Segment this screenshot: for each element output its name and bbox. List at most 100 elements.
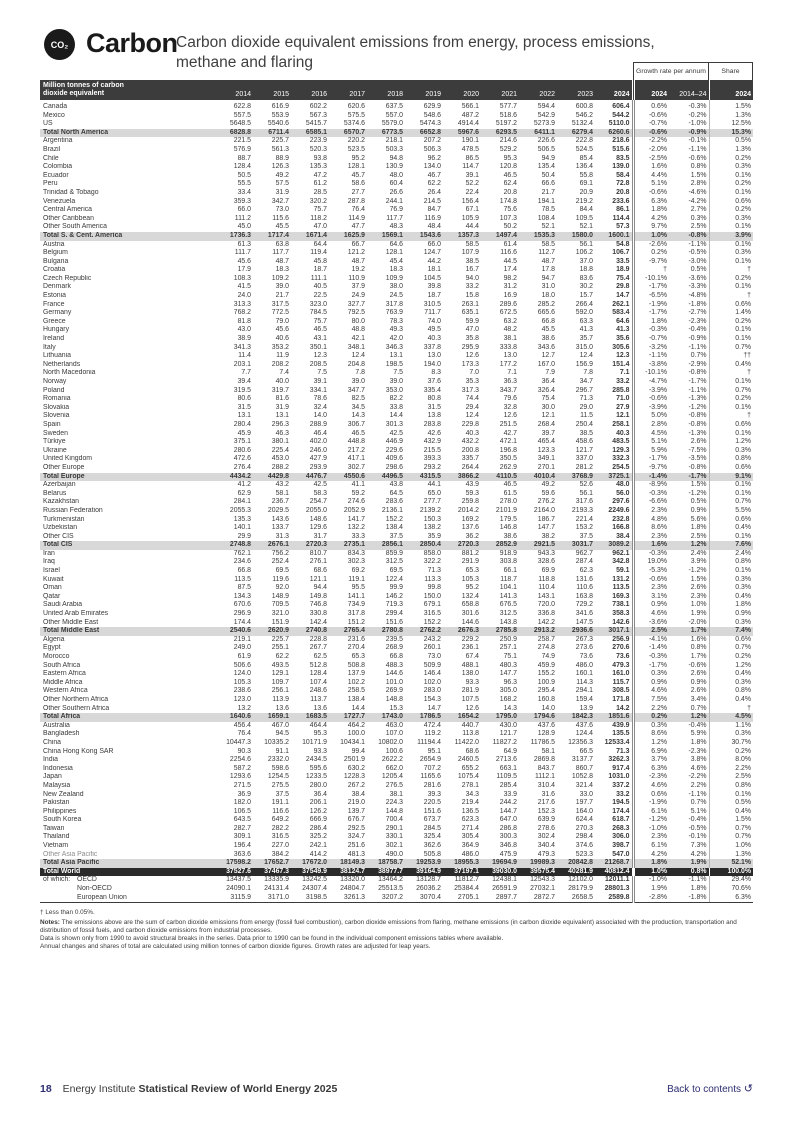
table-cell: 101.0 bbox=[385, 678, 403, 686]
table-cell: 12.5% bbox=[708, 120, 753, 129]
table-cell: 312.5 bbox=[499, 610, 517, 618]
col-header-year-2022: 2022 bbox=[519, 80, 557, 100]
table-cell: 43.0 bbox=[237, 326, 251, 334]
table-cell: 0.9% bbox=[631, 601, 669, 611]
table-cell: -3.5% bbox=[688, 455, 707, 463]
table-cell: 90.3 bbox=[237, 747, 251, 755]
notes-body: The emissions above are the sum of carbo… bbox=[40, 919, 737, 934]
table-cell: 398.7 bbox=[612, 842, 630, 850]
table-cell: † bbox=[708, 369, 753, 378]
table-cell: 69.2 bbox=[351, 567, 365, 575]
table-cell: 0.2% bbox=[631, 249, 669, 258]
table-cell: 64.9 bbox=[503, 747, 517, 755]
table-cell: 6570.7 bbox=[329, 128, 367, 138]
table-cell: 0.1% bbox=[708, 171, 753, 181]
table-cell: 136.4 bbox=[575, 163, 593, 171]
table-cell: 168.2 bbox=[499, 695, 517, 703]
table-row: Other Middle East 174.4 151.9 142.4 151.2 151… bbox=[40, 618, 753, 628]
table-cell: 290.1 bbox=[385, 824, 403, 832]
table-cell: 643.5 bbox=[233, 816, 251, 824]
table-cell: 106.5 bbox=[233, 807, 251, 815]
table-cell: 12.7 bbox=[541, 352, 555, 360]
table-cell: 1.3% bbox=[708, 111, 753, 121]
table-cell: 337.2 bbox=[612, 781, 630, 789]
table-cell: 2249.6 bbox=[608, 506, 630, 514]
table-cell: 58.3 bbox=[313, 489, 327, 497]
row-label-text: Belgium bbox=[43, 249, 68, 257]
table-cell: 41.2 bbox=[237, 481, 251, 489]
table-cell: 69.5 bbox=[389, 567, 403, 575]
table-cell: -4.6% bbox=[688, 188, 707, 196]
table-cell: 136.5 bbox=[461, 807, 479, 815]
table-cell: 2.3% bbox=[690, 592, 707, 600]
row-label: Estonia bbox=[40, 292, 215, 301]
table-cell: 207.2 bbox=[423, 137, 441, 145]
table-cell: 110.6 bbox=[576, 584, 593, 592]
table-cell: 358.3 bbox=[612, 610, 630, 618]
table-cell: 0.7% bbox=[690, 704, 707, 712]
table-cell: 45.6 bbox=[237, 257, 251, 265]
table-cell: 32.8 bbox=[503, 403, 517, 411]
row-label: Hungary bbox=[40, 326, 215, 335]
row-label-text: South Africa bbox=[43, 661, 81, 669]
table-cell: 250.9 bbox=[499, 635, 517, 643]
table-cell: -2.0% bbox=[631, 145, 669, 155]
table-cell: 463.0 bbox=[385, 721, 403, 729]
table-cell: 843.7 bbox=[537, 764, 555, 772]
table-cell: 4.6% bbox=[690, 764, 707, 772]
row-label-text: Indonesia bbox=[43, 764, 73, 772]
table-cell: 60.4 bbox=[389, 180, 403, 188]
table-cell: 2193.3 bbox=[571, 506, 593, 514]
table-cell: 10434.1 bbox=[340, 738, 365, 746]
table-cell: 225.7 bbox=[271, 635, 289, 643]
table-cell: 326.4 bbox=[537, 386, 555, 394]
table-cell: 243.2 bbox=[423, 635, 441, 643]
table-cell: 153.2 bbox=[575, 524, 593, 532]
table-cell: 567.3 bbox=[309, 111, 327, 119]
table-cell: 15.3% bbox=[708, 128, 753, 138]
table-cell: 43.2 bbox=[275, 481, 289, 489]
unit-label-line2: dioxide equivalent bbox=[43, 90, 105, 97]
table-cell: 3.9% bbox=[708, 231, 753, 241]
table-cell: 33.8 bbox=[389, 403, 403, 411]
table-cell: 38.4 bbox=[616, 532, 630, 540]
row-label-text: Croatia bbox=[43, 266, 66, 274]
row-label: Other Northern Africa bbox=[40, 696, 215, 705]
table-cell: 2780.8 bbox=[367, 627, 405, 636]
row-label-text: Central America bbox=[43, 206, 93, 214]
table-cell: 295.9 bbox=[461, 343, 479, 351]
row-label-text: Japan bbox=[43, 773, 62, 781]
table-cell: 76.4 bbox=[351, 206, 365, 214]
table-cell: 65.0 bbox=[427, 489, 441, 497]
table-cell: 262.9 bbox=[499, 463, 517, 471]
table-cell: 13.6 bbox=[313, 704, 327, 712]
table-cell: 256.9 bbox=[612, 635, 630, 643]
table-cell: 117.7 bbox=[386, 214, 403, 222]
table-cell: 139.7 bbox=[347, 807, 365, 815]
table-cell: 343.6 bbox=[537, 343, 555, 351]
table-cell: 276.2 bbox=[537, 498, 555, 506]
table-cell: 768.2 bbox=[233, 309, 251, 317]
table-cell: 100.9 bbox=[537, 678, 555, 686]
table-cell: 0.4% bbox=[708, 695, 753, 705]
row-label: Croatia bbox=[40, 266, 215, 275]
table-cell: 2720.3 bbox=[291, 541, 329, 550]
table-cell: 14.4 bbox=[389, 412, 403, 420]
table-cell: 40812.4 bbox=[595, 867, 633, 877]
table-cell: 302.1 bbox=[385, 842, 403, 850]
table-cell: 244.1 bbox=[385, 197, 403, 205]
table-cell: 561.3 bbox=[271, 145, 289, 153]
table-cell: 6293.5 bbox=[481, 128, 519, 138]
back-to-contents-link[interactable]: Back to contents ↺ bbox=[667, 1082, 753, 1095]
table-cell: 73.6 bbox=[579, 653, 593, 660]
total-row: Total Middle East 2540.6 2620.9 2740.8 2765.… bbox=[40, 627, 753, 636]
table-cell: 20.8 bbox=[503, 188, 517, 196]
table-cell: -1.1% bbox=[631, 352, 669, 361]
back-arrow-icon: ↺ bbox=[743, 1083, 753, 1095]
table-cell: 278.1 bbox=[461, 781, 479, 789]
table-cell: 28801.3 bbox=[604, 885, 630, 893]
table-cell: 1.5% bbox=[708, 816, 753, 825]
table-cell: 317.6 bbox=[575, 498, 593, 506]
table-cell: 746.8 bbox=[309, 601, 327, 609]
table-cell: 286.8 bbox=[499, 824, 517, 832]
